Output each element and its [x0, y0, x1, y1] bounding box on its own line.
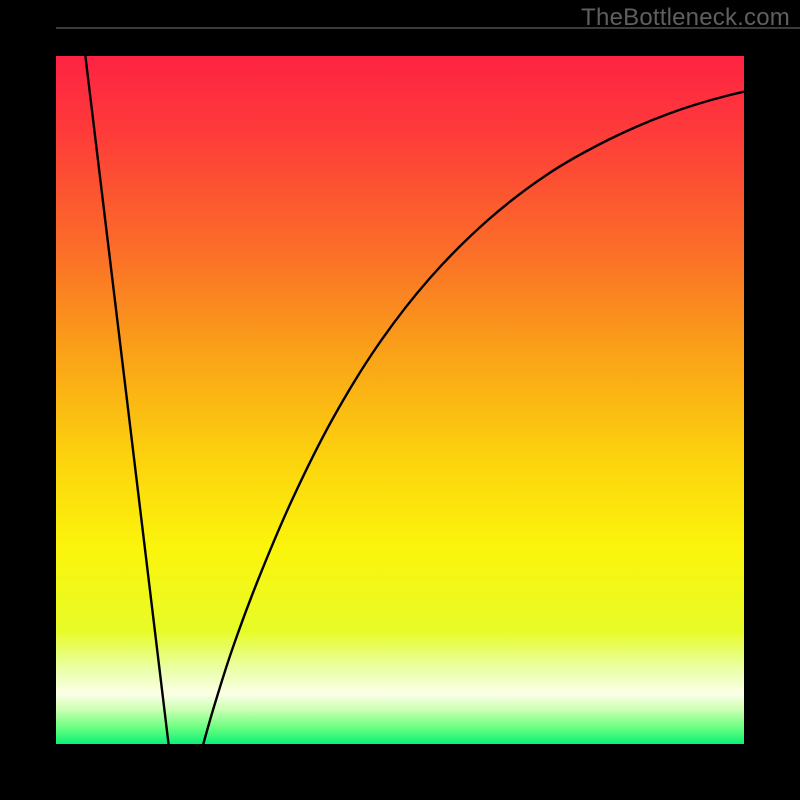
- gradient-background: [56, 28, 800, 772]
- watermark: TheBottleneck.com: [581, 4, 790, 32]
- chart-container: { "watermark": { "text": "TheBottleneck.…: [0, 0, 800, 800]
- chart-svg: [0, 0, 800, 800]
